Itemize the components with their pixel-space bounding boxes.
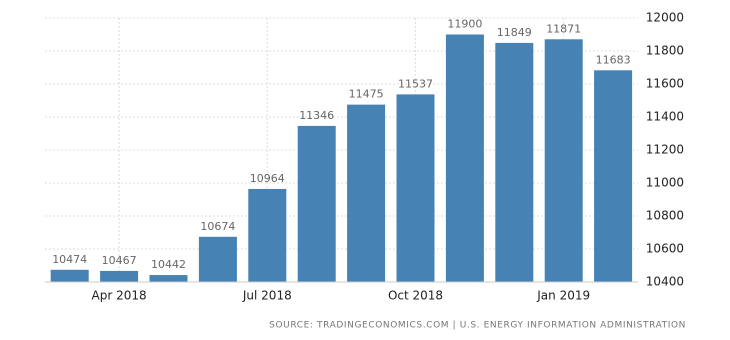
bar <box>297 125 336 282</box>
value-label: 10442 <box>151 258 186 271</box>
value-label: 11871 <box>546 22 581 35</box>
value-label: 11475 <box>349 88 384 101</box>
value-label: 11683 <box>596 53 631 66</box>
y-tick-label: 10800 <box>646 209 684 223</box>
y-tick-label: 10600 <box>646 242 684 256</box>
value-label: 10474 <box>52 253 87 266</box>
bar <box>198 236 237 282</box>
value-label: 11900 <box>447 18 482 31</box>
bar <box>347 104 386 282</box>
x-tick-label: Apr 2018 <box>92 289 147 303</box>
x-tick-label: Oct 2018 <box>388 289 443 303</box>
y-tick-label: 11200 <box>646 143 684 157</box>
value-label: 11346 <box>299 109 334 122</box>
x-tick-label: Jan 2019 <box>536 289 590 303</box>
bar <box>50 269 89 282</box>
y-tick-label: 11600 <box>646 77 684 91</box>
y-tick-label: 11400 <box>646 110 684 124</box>
y-tick-label: 12000 <box>646 11 684 25</box>
value-label: 10674 <box>200 220 235 233</box>
value-label: 10467 <box>102 254 137 267</box>
bar <box>248 188 287 282</box>
x-tick-label: Jul 2018 <box>242 289 292 303</box>
y-tick-label: 11800 <box>646 44 684 58</box>
value-label: 10964 <box>250 172 285 185</box>
bar <box>445 34 484 282</box>
source: SOURCE: TRADINGECONOMICS.COM | U.S. ENER… <box>269 321 686 331</box>
y-tick-label: 10400 <box>646 275 684 289</box>
bar <box>396 94 435 283</box>
bar <box>100 270 139 282</box>
bar <box>495 42 534 282</box>
bar <box>149 275 188 282</box>
y-tick-label: 11000 <box>646 176 684 190</box>
bar <box>544 39 583 282</box>
bar <box>594 70 633 283</box>
value-label: 11849 <box>497 26 532 39</box>
value-label: 11537 <box>398 77 433 90</box>
